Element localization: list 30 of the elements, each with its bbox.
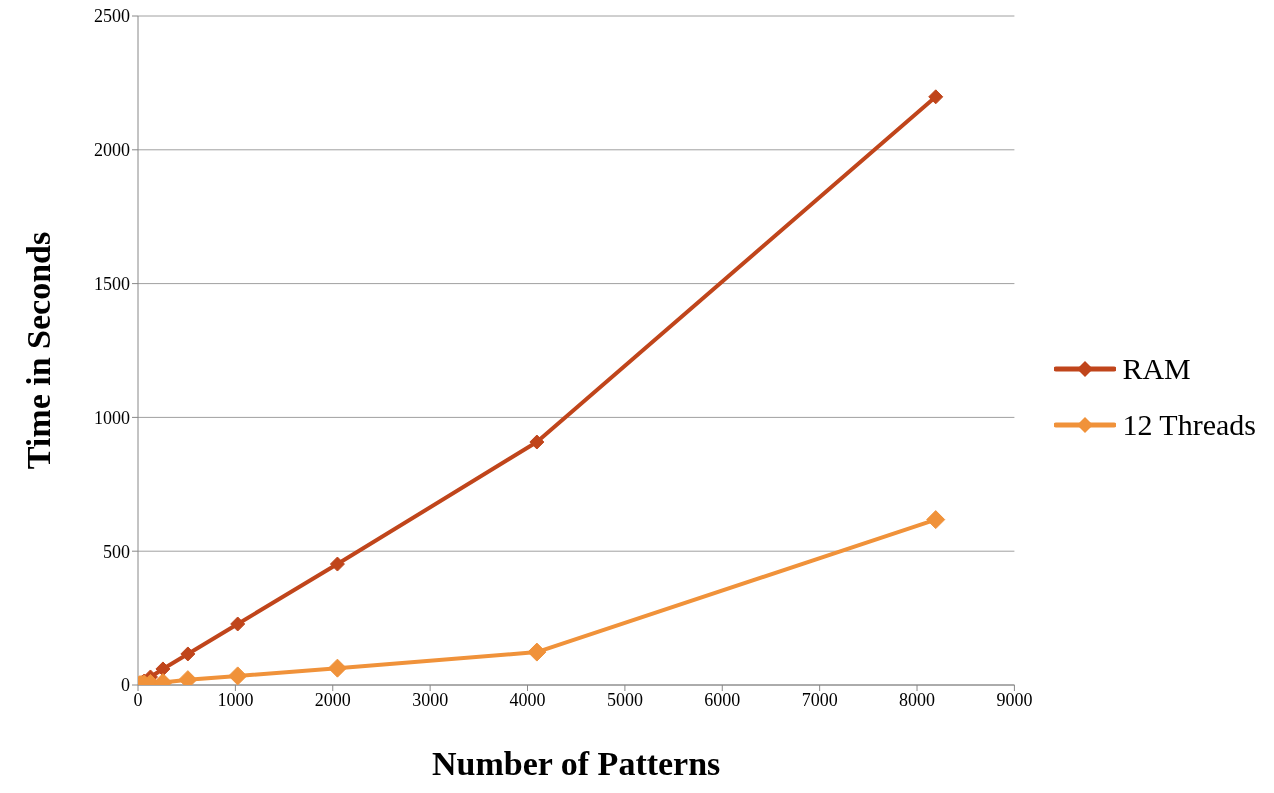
y-tick-label: 2500 (94, 6, 130, 27)
point (230, 616, 246, 632)
x-tick-label: 2000 (314, 689, 351, 710)
y-axis-title: Time in Seconds (20, 231, 58, 470)
x-tick-label: 0 (133, 689, 143, 710)
y-tick-label: 1000 (94, 407, 130, 428)
point (155, 661, 171, 677)
y-tick-label: 0 (121, 675, 130, 696)
point (228, 666, 248, 685)
x-tick-label: 1000 (217, 689, 254, 710)
x-tick-label: 8000 (899, 689, 936, 710)
point (928, 89, 944, 105)
x-tick-label: 4000 (509, 689, 546, 710)
x-tick-label: 9000 (996, 689, 1033, 710)
point (529, 434, 545, 450)
x-tick-label: 3000 (412, 689, 449, 710)
x-tick-label: 7000 (801, 689, 838, 710)
point (180, 646, 196, 662)
x-tick-label: 6000 (704, 689, 741, 710)
x-axis-title: Number of Patterns (432, 745, 721, 782)
point (327, 658, 347, 678)
y-tick-label: 2000 (94, 140, 130, 161)
x-tick-label: 5000 (606, 689, 643, 710)
point (926, 510, 946, 530)
y-tick-label: 1500 (94, 273, 130, 294)
legend-label: 12 Threads (1122, 407, 1256, 442)
point (329, 556, 345, 572)
legend-label: RAM (1122, 351, 1191, 386)
y-tick-label: 500 (103, 541, 130, 562)
point (527, 642, 547, 662)
